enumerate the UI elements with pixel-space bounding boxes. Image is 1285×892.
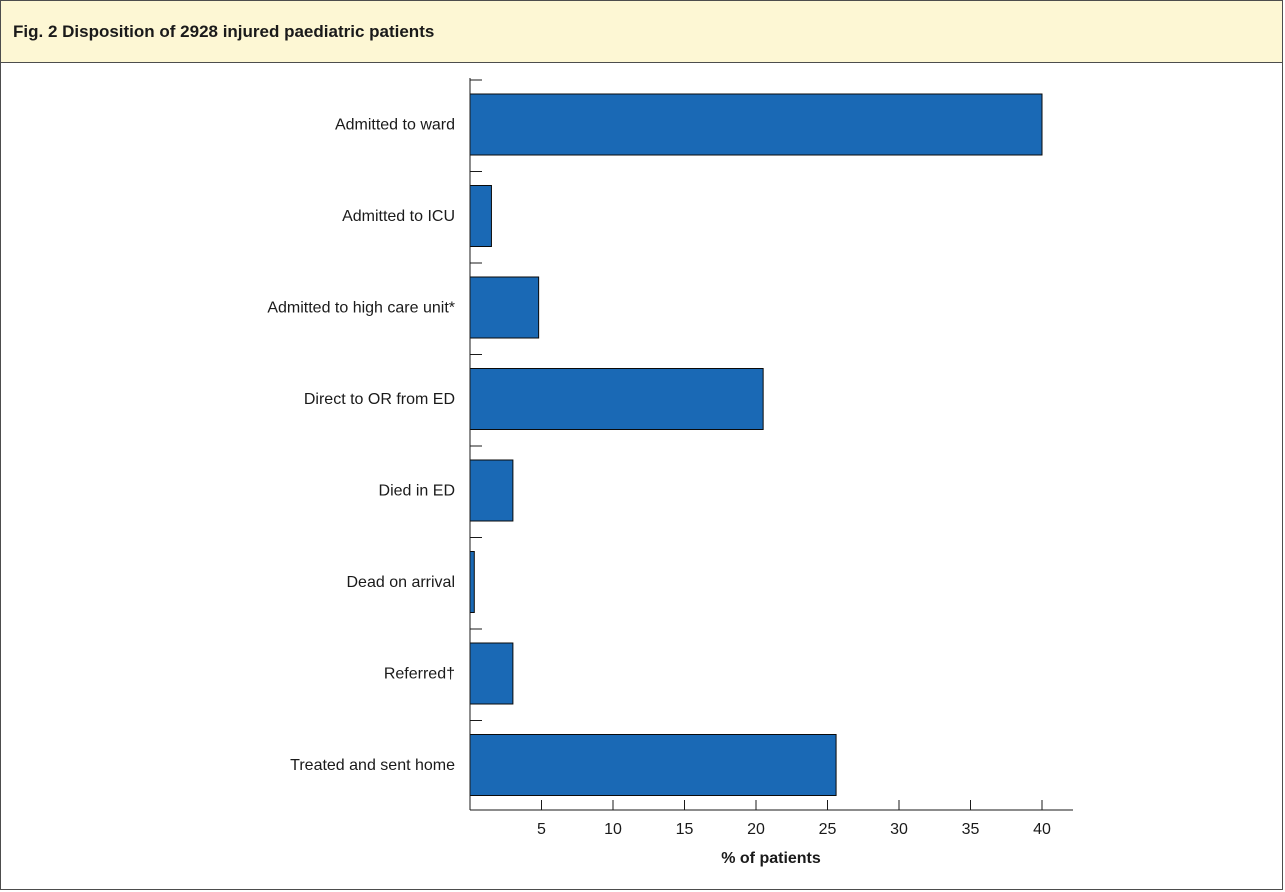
x-tick-label: 10 xyxy=(604,821,622,838)
bar-7 xyxy=(469,734,837,796)
x-tick-label: 25 xyxy=(819,821,837,838)
bar-4 xyxy=(469,459,514,522)
category-label: Admitted to ICU xyxy=(342,208,455,225)
category-label: Dead on arrival xyxy=(347,574,456,591)
category-label: Direct to OR from ED xyxy=(304,391,455,408)
x-tick-label: 35 xyxy=(962,821,980,838)
bar-5 xyxy=(469,551,475,613)
x-tick-label: 5 xyxy=(537,821,546,838)
bar-2 xyxy=(469,276,540,339)
x-axis-label: % of patients xyxy=(721,850,821,867)
x-tick-label: 30 xyxy=(890,821,908,838)
bar-1 xyxy=(469,185,492,247)
figure-title: Fig. 2 Disposition of 2928 injured paedi… xyxy=(13,22,435,41)
figure-header: Fig. 2 Disposition of 2928 injured paedi… xyxy=(1,1,1282,63)
category-label: Died in ED xyxy=(379,483,455,500)
labels-layer: Admitted to ward Admitted to ICU Admitted … xyxy=(267,117,1051,868)
x-tick-label: 15 xyxy=(676,821,694,838)
axes-layer xyxy=(469,78,1073,811)
bars-layer xyxy=(469,93,1043,796)
category-label: Admitted to high care unit* xyxy=(267,300,455,317)
bar-3 xyxy=(469,368,764,430)
x-tick-label: 20 xyxy=(747,821,765,838)
category-label: Treated and sent home xyxy=(290,757,455,774)
x-tick-label: 40 xyxy=(1033,821,1051,838)
category-label: Admitted to ward xyxy=(335,117,455,134)
bar-0 xyxy=(469,93,1043,156)
category-label: Referred† xyxy=(384,666,455,683)
bar-6 xyxy=(469,642,514,705)
